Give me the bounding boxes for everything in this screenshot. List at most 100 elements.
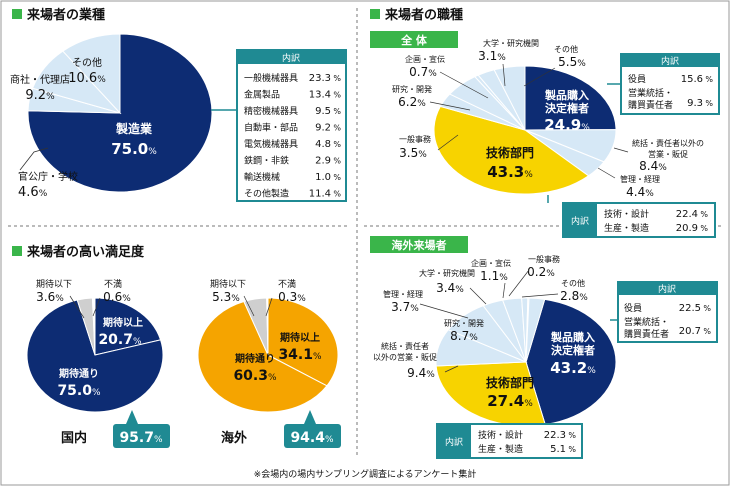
label-rd: 研究・開発: [392, 84, 432, 94]
ovs-label-below: 期待以下: [210, 278, 246, 290]
percent-sign: %: [333, 107, 341, 116]
percent-sign: %: [577, 59, 586, 69]
dom-label-met: 期待通り: [59, 367, 99, 380]
percent-sign: %: [333, 140, 341, 149]
percent-sign: %: [333, 74, 341, 83]
ov-breakdown-bottom-title: 内訳: [445, 436, 463, 448]
percent-sign: %: [154, 435, 163, 445]
percent-sign: %: [333, 157, 341, 166]
overseas-total-number: 94.4: [290, 430, 325, 446]
percent-sign: %: [55, 294, 64, 304]
domestic-total-number: 95.7: [119, 430, 154, 446]
industry-breakdown-label: 輸送機械: [244, 171, 280, 183]
ov-value-tech: 27.4%: [487, 392, 533, 410]
percent-sign: %: [426, 370, 435, 380]
ov-leader-general: [508, 269, 530, 297]
dom-value-above: 20.7%: [98, 332, 142, 348]
dom-value-above-number: 20.7: [98, 332, 133, 348]
percent-sign: %: [325, 435, 334, 445]
ov-label-other: その他: [561, 278, 585, 288]
value-trading: 9.2%: [25, 88, 55, 103]
percent-sign: %: [524, 399, 533, 409]
ov-value-other-number: 2.8: [560, 289, 579, 303]
section-marker-job: [370, 9, 380, 19]
percent-sign: %: [97, 75, 106, 85]
label-university: 大学・研究機関: [483, 38, 539, 48]
value-planning-number: 0.7: [409, 65, 428, 79]
ov-value-tech-number: 27.4: [487, 392, 524, 410]
tab-overseas: [370, 236, 468, 253]
leader-sales: [613, 147, 629, 153]
ov-breakdown-bottom-label-0: 技術・設計: [478, 429, 523, 441]
industry-breakdown-value: 9.2: [315, 123, 331, 134]
tab-overseas-label: 海外来場者: [392, 238, 447, 252]
label-other-industry: その他: [72, 56, 102, 69]
ovs-value-above-number: 34.1: [278, 347, 313, 363]
overseas-total-badge: [284, 424, 341, 448]
ov-breakdown-top-label-0: 役員: [624, 302, 642, 314]
industry-breakdown-value: 9.5: [315, 106, 331, 117]
ov-leader-planning: [502, 282, 506, 299]
value-general: 3.5%: [399, 146, 427, 160]
percent-sign: %: [700, 210, 708, 219]
industry-title: 来場者の業種: [26, 7, 105, 23]
job-breakdown-bottom-value-0: 22.4: [676, 209, 698, 220]
industry-breakdown-value: 4.8: [315, 139, 331, 150]
ovs-value-dissat-number: 0.3: [278, 290, 297, 304]
ov-value-other: 2.8%: [560, 289, 588, 303]
ovs-value-above: 34.1%: [278, 347, 322, 363]
slice-other-job: [493, 65, 526, 131]
industry-breakdown-value: 13.4: [309, 90, 331, 101]
ov-breakdown-bottom-value-0: 22.3: [544, 430, 566, 441]
percent-sign: %: [122, 294, 131, 304]
percent-sign: %: [148, 147, 157, 157]
ov-breakdown-top-title: 内訳: [658, 283, 676, 295]
ov-value-general-number: 0.2: [527, 265, 546, 279]
percent-sign: %: [579, 293, 588, 303]
leader-other-job: [523, 67, 556, 87]
dom-value-dissat-number: 0.6: [103, 290, 122, 304]
percent-sign: %: [658, 163, 667, 173]
ovs-label-above: 期待以上: [280, 331, 320, 344]
slice-other-industry: [62, 33, 121, 115]
ov-leader-university: [469, 287, 487, 305]
overseas-leader-lines: [419, 269, 559, 373]
ovs-label-met: 期待通り: [235, 352, 275, 365]
value-manufacturing: 75.0%: [111, 140, 157, 158]
ov-value-rd: 8.7%: [450, 329, 478, 343]
percent-sign: %: [568, 431, 576, 440]
value-other-job-number: 5.5: [558, 55, 577, 69]
ovs-value-dissat: 0.3%: [278, 290, 306, 304]
job-title: 来場者の職種: [384, 7, 463, 23]
ov-breakdown-bottom-header: [437, 424, 471, 458]
ov-breakdown-bottom-label-1: 生産・製造: [478, 443, 523, 455]
ov-value-planning-number: 1.1: [480, 269, 499, 283]
value-sales: 8.4%: [639, 159, 667, 173]
domestic-total: 95.7%: [119, 430, 163, 446]
overseas-total-pointer: [304, 410, 316, 424]
dom-label-below: 期待以下: [36, 278, 72, 290]
value-university: 3.1%: [478, 49, 506, 63]
industry-breakdown-label: 鉄鋼・非鉄: [244, 155, 289, 167]
job-breakdown-top-header: [621, 54, 719, 67]
value-manufacturing-number: 75.0: [111, 140, 148, 158]
value-rd-number: 6.2: [398, 95, 417, 109]
job-leader-lines: [429, 63, 629, 179]
dom-value-below: 3.6%: [36, 290, 64, 304]
percent-sign: %: [333, 173, 341, 182]
percent-sign: %: [546, 269, 555, 279]
ov-breakdown-top-label-1b: 購買責任者: [624, 328, 669, 340]
job-breakdown-top-label-0: 役員: [628, 73, 646, 85]
industry-breakdown-label: 一般機械器具: [244, 72, 298, 84]
industry-breakdown-value: 2.9: [315, 156, 331, 167]
value-admin-number: 4.4: [626, 185, 645, 199]
percent-sign: %: [39, 189, 48, 199]
section-marker-satisfaction: [12, 246, 22, 256]
section-marker-industry: [12, 9, 22, 19]
industry-pie: [27, 33, 213, 193]
ovs-leader-below: [243, 295, 255, 317]
label-decision-2: 決定権者: [545, 101, 589, 115]
percent-sign: %: [46, 92, 55, 102]
label-sales-1: 統括・責任者以外の: [632, 138, 704, 148]
overseas-label: 海外: [221, 430, 247, 446]
